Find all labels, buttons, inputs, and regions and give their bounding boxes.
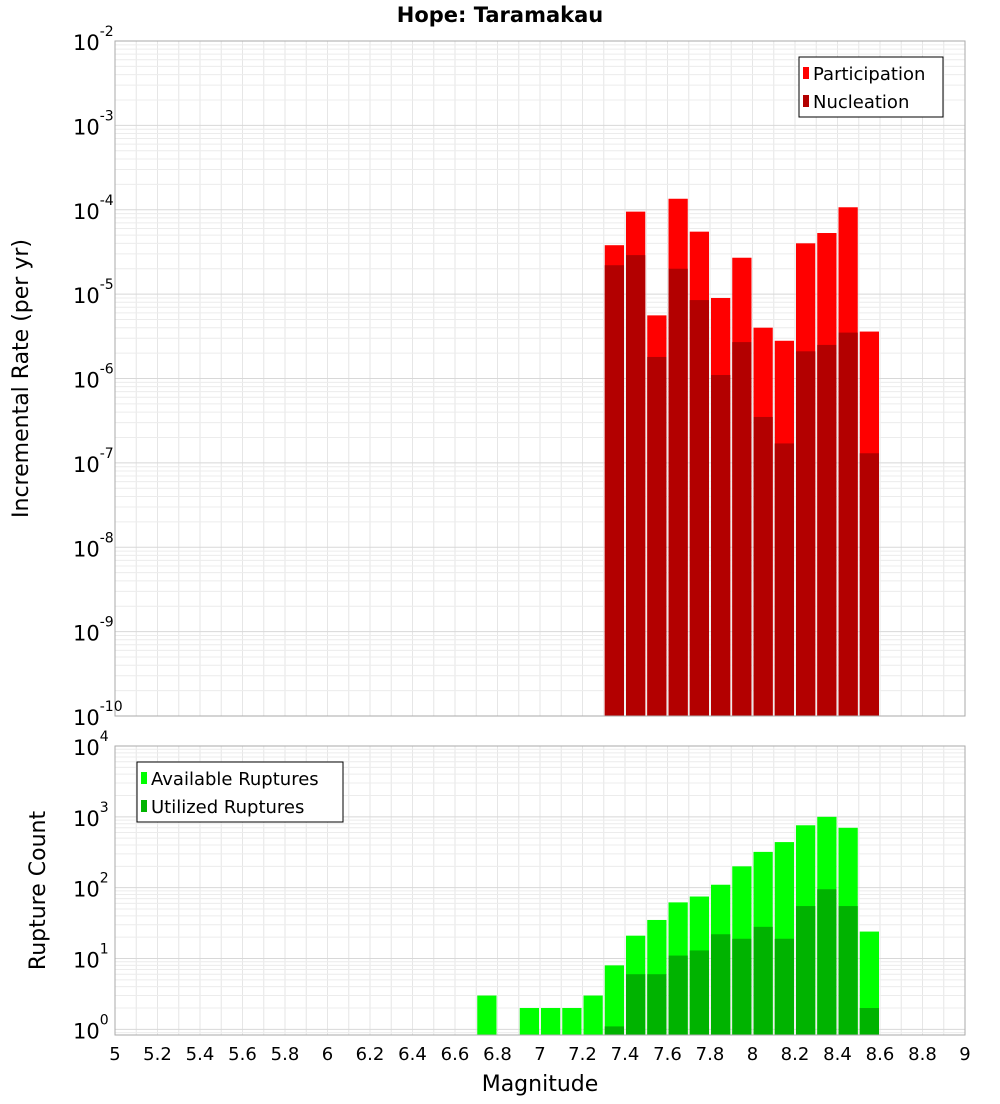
- y-tick-label: 10-8: [73, 530, 114, 561]
- bar: [753, 416, 773, 716]
- y-tick-label: 100: [73, 1012, 109, 1043]
- y-tick-label: 10-6: [73, 362, 114, 393]
- y-tick-label: 10-5: [73, 277, 114, 308]
- legend-box: [798, 56, 944, 118]
- bar: [604, 265, 624, 716]
- x-tick-label: 5.8: [271, 1044, 300, 1065]
- rupture-count-panel: 100 101 102 103 104 Rupture Count Available Ru…: [26, 729, 966, 1043]
- y-tick-label: 101: [73, 942, 109, 973]
- bar: [859, 1008, 879, 1035]
- bar: [732, 342, 752, 716]
- x-tick-label: 6.4: [398, 1044, 427, 1065]
- bar: [541, 1008, 561, 1035]
- legend-entry: Participation: [813, 64, 925, 85]
- legend: Available Ruptures Utilized Ruptures: [136, 761, 344, 823]
- bar: [647, 974, 667, 1035]
- bar: [817, 344, 837, 716]
- x-tick-label: 6.2: [356, 1044, 385, 1065]
- x-tick-label: 7.8: [696, 1044, 725, 1065]
- legend-swatch: [803, 67, 809, 79]
- legend-swatch: [141, 772, 147, 784]
- bar: [477, 995, 497, 1035]
- bar: [753, 926, 773, 1035]
- bar: [838, 332, 858, 716]
- x-tick-label: 5.2: [143, 1044, 172, 1065]
- bar: [668, 955, 688, 1035]
- rate-panel: 10-10 10-9 10-8 10-7 10-6 10-5 10-4 10-3 10-2 Inc…: [9, 24, 966, 730]
- y-tick-label: 10-7: [73, 446, 114, 477]
- bar: [711, 934, 731, 1035]
- bar: [583, 995, 603, 1035]
- y-tick-label: 10-10: [73, 699, 123, 730]
- legend: Participation Nucleation: [798, 56, 944, 118]
- x-tick-label: 6: [322, 1044, 333, 1065]
- y-tick-label: 10-3: [73, 108, 114, 139]
- x-axis: 5 5.2 5.4 5.6 5.8 6 6.2 6.4 6.6 6.8 7 7.2 7.4 7.6 7.8 8…: [109, 1044, 970, 1065]
- bar: [562, 1008, 582, 1035]
- y-tick-label: 102: [73, 871, 109, 902]
- bar: [668, 268, 688, 716]
- bar: [774, 938, 794, 1035]
- legend-entry: Nucleation: [813, 92, 909, 113]
- gridlines: [114, 41, 966, 717]
- y-axis-title: Incremental Rate (per yr): [9, 239, 34, 518]
- chart-title: Hope: Taramakau: [397, 3, 603, 27]
- x-tick-label: 7.2: [568, 1044, 597, 1065]
- y-tick-label: 10-2: [73, 24, 114, 55]
- bar: [838, 906, 858, 1035]
- y-axis-title: Rupture Count: [26, 811, 51, 971]
- bar: [796, 351, 816, 716]
- y-tick-label: 104: [73, 729, 109, 760]
- y-tick-label: 10-4: [73, 193, 114, 224]
- bar: [604, 1026, 624, 1035]
- x-tick-label: 8.2: [781, 1044, 810, 1065]
- legend-swatch: [803, 95, 809, 107]
- x-tick-label: 5.4: [186, 1044, 215, 1065]
- x-tick-label: 8.8: [908, 1044, 937, 1065]
- y-tick-label: 10-9: [73, 615, 114, 646]
- x-tick-label: 8.6: [866, 1044, 895, 1065]
- x-tick-label: 5.6: [228, 1044, 257, 1065]
- bar: [711, 375, 731, 716]
- x-tick-label: 5: [109, 1044, 120, 1065]
- x-tick-label: 8: [747, 1044, 758, 1065]
- legend-swatch: [141, 800, 147, 812]
- bar: [732, 938, 752, 1035]
- x-tick-label: 7.4: [611, 1044, 640, 1065]
- bar: [626, 255, 646, 716]
- bar: [689, 950, 709, 1035]
- legend-entry: Available Ruptures: [151, 769, 319, 790]
- x-tick-label: 7: [534, 1044, 545, 1065]
- bar: [774, 443, 794, 716]
- x-axis-title: Magnitude: [482, 1072, 599, 1097]
- series-utilized-ruptures: [604, 889, 879, 1035]
- bar: [519, 1008, 539, 1035]
- bar: [626, 974, 646, 1035]
- legend-box: [136, 761, 344, 823]
- bar: [647, 356, 667, 716]
- plot-border: [114, 745, 966, 1036]
- bar: [817, 889, 837, 1035]
- plot-border: [114, 40, 966, 717]
- series-nucleation: [604, 255, 879, 716]
- x-tick-label: 6.6: [441, 1044, 470, 1065]
- bar: [689, 300, 709, 716]
- bar: [796, 906, 816, 1035]
- legend-entry: Utilized Ruptures: [151, 797, 304, 818]
- y-tick-label: 103: [73, 800, 109, 831]
- x-tick-label: 7.6: [653, 1044, 682, 1065]
- x-tick-label: 8.4: [823, 1044, 852, 1065]
- bar: [604, 965, 624, 1035]
- x-tick-label: 6.8: [483, 1044, 512, 1065]
- bar: [859, 453, 879, 716]
- x-tick-label: 9: [959, 1044, 970, 1065]
